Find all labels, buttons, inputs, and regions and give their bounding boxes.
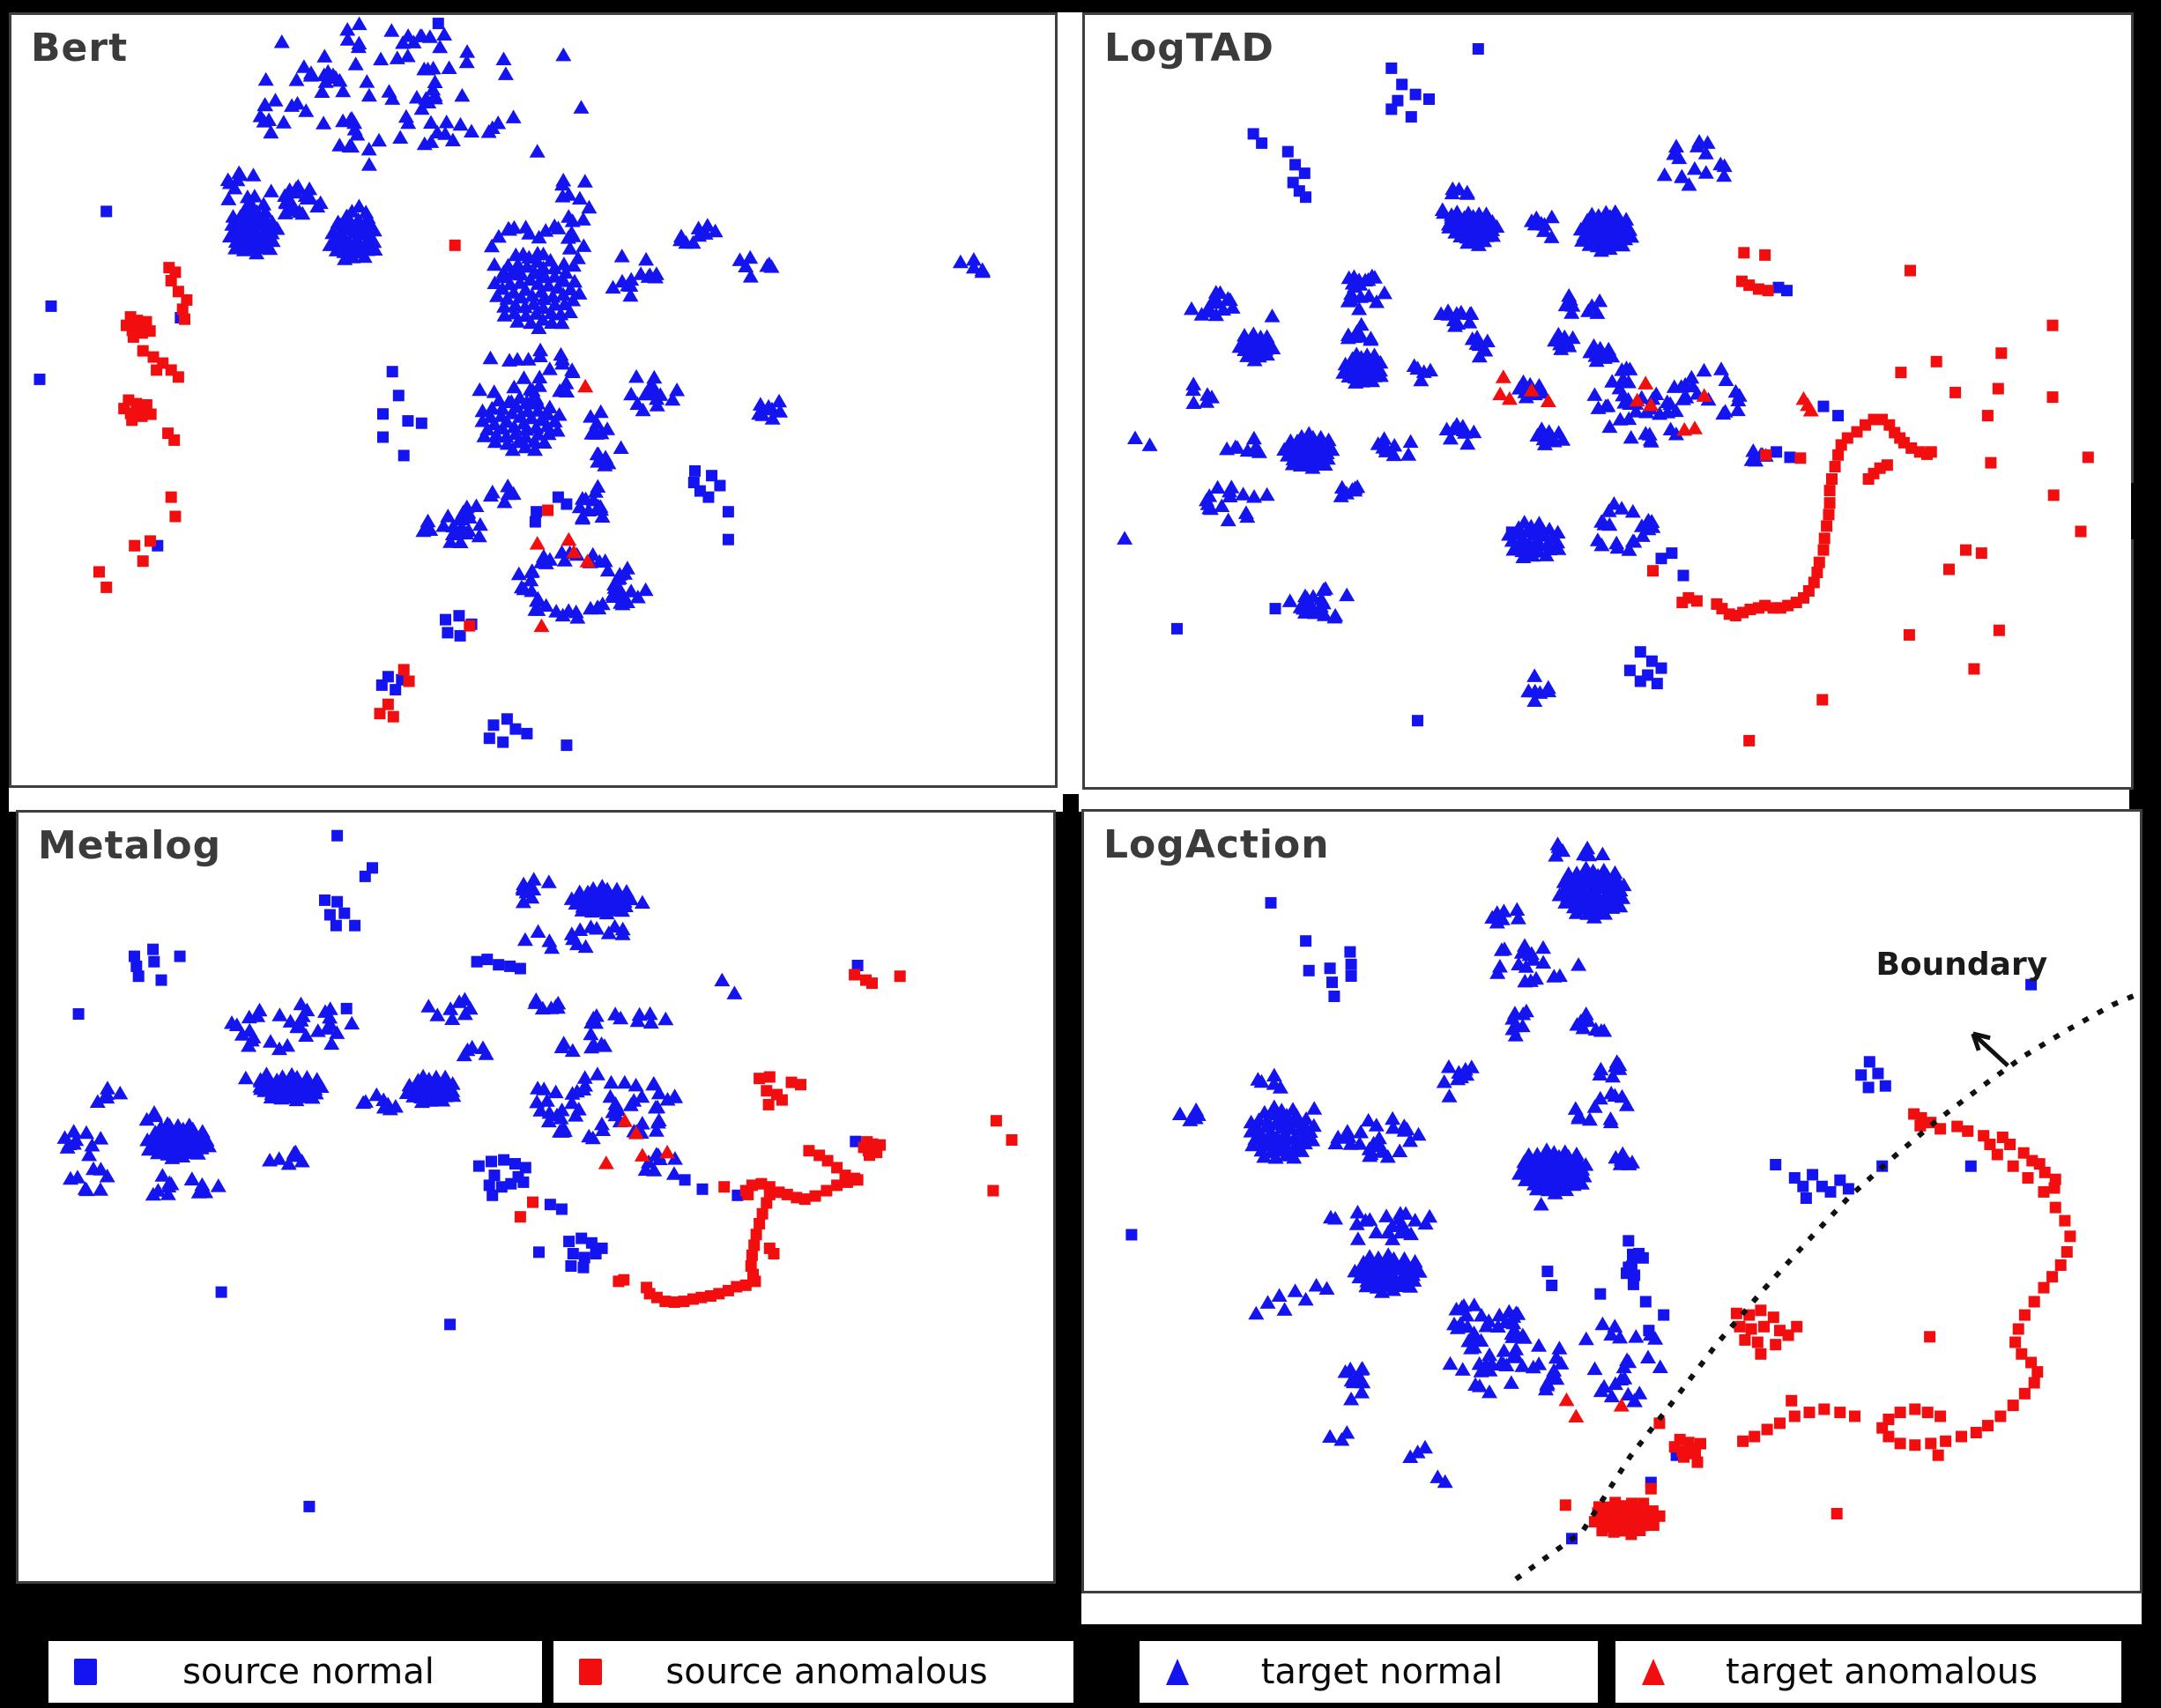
scatter-panel-logaction: LogAction Boundary <box>1081 809 2142 1593</box>
legend-label: target normal <box>1260 1652 1504 1692</box>
panel-title-logaction: LogAction <box>1103 822 1330 867</box>
series-target-anomalous <box>598 1113 676 1170</box>
series-source-normal <box>1171 43 1845 727</box>
series-source-normal <box>72 829 864 1512</box>
series-target-anomalous <box>1492 369 1819 436</box>
scatter-panel-bert: Bert <box>9 12 1058 788</box>
logaction-bottom-margin <box>1081 1593 2142 1624</box>
series-source-anomalous <box>93 239 554 723</box>
series-target-anomalous <box>529 378 596 633</box>
right-edge-notch <box>2131 483 2161 539</box>
panel-title-metalog: Metalog <box>38 823 222 868</box>
series-target-normal <box>56 872 743 1201</box>
series-target-normal <box>1117 134 1774 707</box>
scatter-plot-metalog <box>56 829 1018 1512</box>
legend-label: source normal <box>182 1652 434 1692</box>
scatter-plot-logaction <box>1125 836 2139 1582</box>
decision-boundary-line <box>1514 991 2139 1582</box>
legend-item-source-normal: source normal <box>48 1641 542 1703</box>
series-target-normal <box>1171 836 1668 1489</box>
panel-title-logtad: LogTAD <box>1104 26 1274 71</box>
series-source-anomalous <box>514 969 1018 1308</box>
legend-item-target-anomalous: target anomalous <box>1615 1641 2121 1703</box>
square-marker-icon <box>576 1657 606 1687</box>
scatter-plot-bert <box>33 16 991 752</box>
bottom-row-divider <box>1063 794 1079 1601</box>
scatter-panel-logtad: LogTAD <box>1082 12 2134 790</box>
boundary-label: Boundary <box>1875 947 2048 984</box>
legend-item-target-normal: target normal <box>1140 1641 1598 1703</box>
series-source-anomalous <box>1559 1108 2076 1541</box>
legend-label: source anomalous <box>665 1652 988 1692</box>
series-target-normal <box>219 16 991 624</box>
series-source-anomalous <box>1647 247 2094 746</box>
scatter-plot-logtad <box>1117 43 2094 746</box>
legend-item-source-anomalous: source anomalous <box>553 1641 1073 1703</box>
square-marker-icon <box>71 1657 101 1687</box>
triangle-marker-icon <box>1638 1657 1668 1687</box>
triangle-marker-icon <box>1162 1657 1192 1687</box>
scatter-panel-metalog: Metalog <box>16 810 1056 1584</box>
boundary-arrow-icon <box>1971 1031 2009 1068</box>
series-target-anomalous <box>1558 1392 1630 1422</box>
series-source-normal <box>33 18 734 752</box>
series-source-normal <box>1125 896 2038 1545</box>
legend-label: target anomalous <box>1726 1652 2038 1692</box>
panel-title-bert: Bert <box>31 26 129 71</box>
panel-gap-vertical <box>1054 12 1086 790</box>
